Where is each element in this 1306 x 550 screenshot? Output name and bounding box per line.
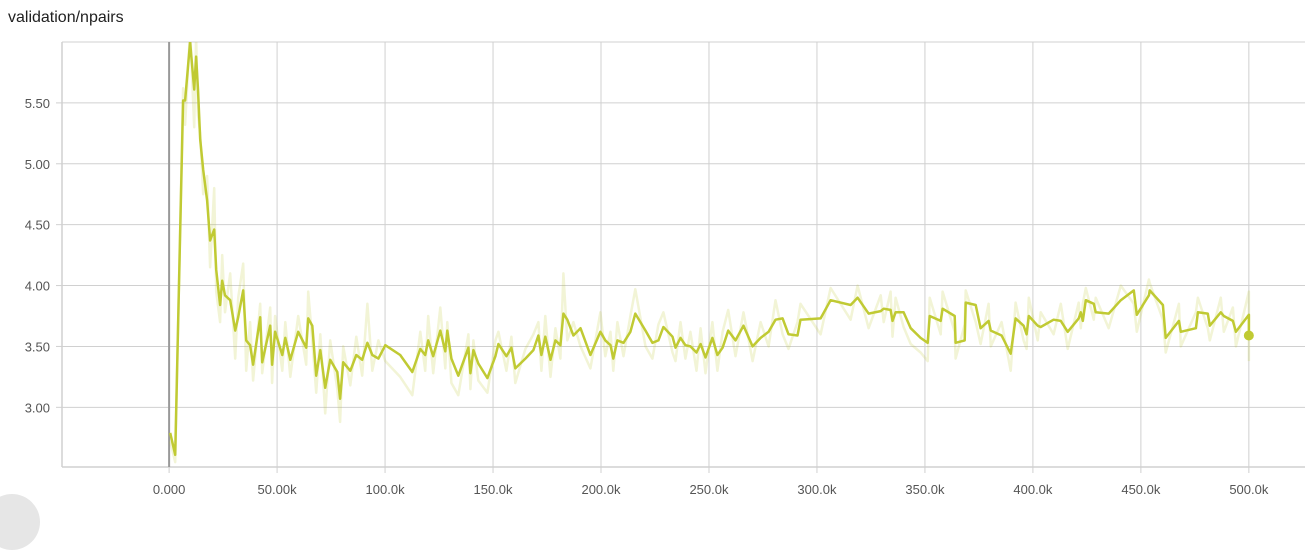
x-tick-label: 50.00k — [258, 482, 298, 497]
x-tick-label: 100.0k — [366, 482, 406, 497]
x-tick-label: 200.0k — [581, 482, 621, 497]
x-tick-label: 450.0k — [1121, 482, 1161, 497]
line-chart: 3.00 3.50 4.00 4.50 5.00 5.50 0.000 50.00k 100.0… — [25, 41, 1305, 497]
x-tick-label: 0.000 — [153, 482, 186, 497]
y-tick-label: 5.00 — [25, 157, 50, 172]
y-tick-label: 3.00 — [25, 400, 50, 415]
last-point-marker — [1243, 330, 1254, 341]
y-tick-label: 4.00 — [25, 279, 50, 294]
x-tick-label: 250.0k — [689, 482, 729, 497]
y-tick-label: 4.50 — [25, 218, 50, 233]
smoothed-series-line — [168, 42, 1251, 457]
chart-title: validation/npairs — [8, 9, 124, 26]
y-tick-label: 5.50 — [25, 96, 50, 111]
x-tick-label: 500.0k — [1229, 482, 1269, 497]
x-tick-label: 400.0k — [1013, 482, 1053, 497]
x-tick-label: 350.0k — [905, 482, 945, 497]
raw-series-line — [168, 42, 1251, 464]
x-tick-label: 300.0k — [797, 482, 837, 497]
y-tick-label: 3.50 — [25, 339, 50, 354]
x-tick-label: 150.0k — [474, 482, 514, 497]
